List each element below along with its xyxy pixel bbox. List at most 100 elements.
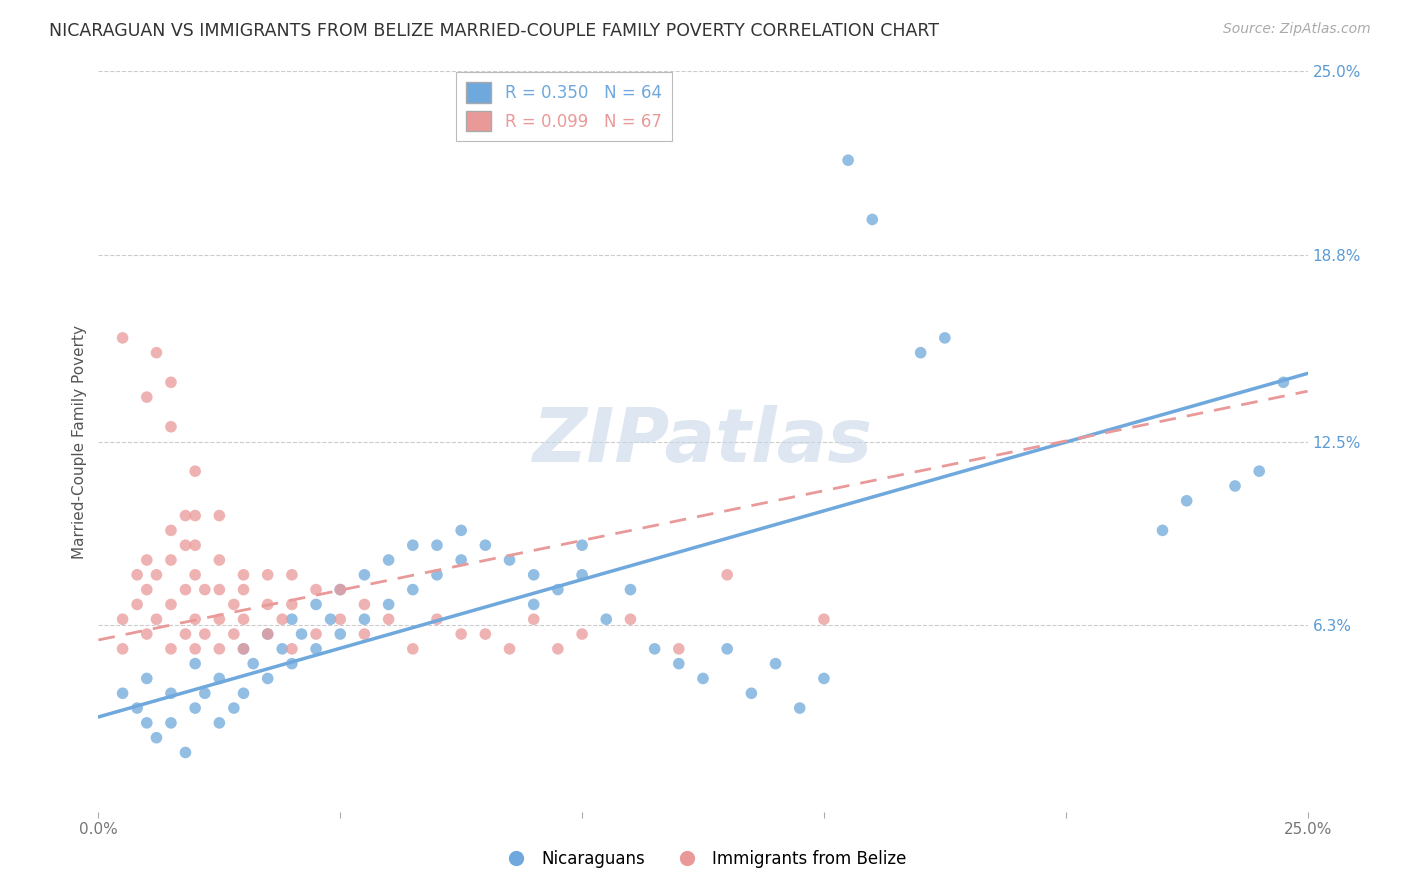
- Point: [281, 567, 304, 582]
- Point: [232, 641, 254, 656]
- Point: [377, 612, 399, 626]
- Point: [813, 612, 835, 626]
- Point: [111, 612, 134, 626]
- Point: [160, 715, 183, 730]
- Point: [184, 538, 207, 552]
- Point: [145, 731, 167, 745]
- Point: [305, 582, 328, 597]
- Point: [127, 701, 149, 715]
- Point: [281, 612, 304, 626]
- Point: [184, 567, 207, 582]
- Point: [595, 612, 617, 626]
- Point: [692, 672, 714, 686]
- Point: [184, 701, 207, 715]
- Legend: Nicaraguans, Immigrants from Belize: Nicaraguans, Immigrants from Belize: [494, 844, 912, 875]
- Point: [281, 598, 304, 612]
- Point: [111, 641, 134, 656]
- Point: [174, 538, 197, 552]
- Point: [184, 464, 207, 478]
- Point: [837, 153, 859, 168]
- Point: [281, 641, 304, 656]
- Point: [256, 627, 278, 641]
- Point: [498, 641, 520, 656]
- Point: [160, 686, 183, 700]
- Point: [305, 627, 328, 641]
- Point: [353, 627, 375, 641]
- Point: [111, 331, 134, 345]
- Point: [271, 612, 294, 626]
- Point: [547, 641, 569, 656]
- Point: [402, 641, 425, 656]
- Point: [498, 553, 520, 567]
- Point: [135, 553, 157, 567]
- Text: Source: ZipAtlas.com: Source: ZipAtlas.com: [1223, 22, 1371, 37]
- Point: [135, 627, 157, 641]
- Point: [329, 582, 352, 597]
- Point: [1152, 524, 1174, 538]
- Point: [271, 641, 294, 656]
- Point: [450, 627, 472, 641]
- Point: [523, 598, 546, 612]
- Point: [716, 567, 738, 582]
- Point: [740, 686, 762, 700]
- Point: [426, 567, 449, 582]
- Point: [668, 657, 690, 671]
- Point: [194, 686, 217, 700]
- Y-axis label: Married-Couple Family Poverty: Married-Couple Family Poverty: [72, 325, 87, 558]
- Point: [765, 657, 787, 671]
- Point: [426, 612, 449, 626]
- Point: [523, 567, 546, 582]
- Point: [135, 715, 157, 730]
- Point: [160, 598, 183, 612]
- Point: [402, 538, 425, 552]
- Point: [329, 582, 352, 597]
- Point: [232, 612, 254, 626]
- Point: [232, 567, 254, 582]
- Point: [571, 627, 593, 641]
- Point: [208, 582, 231, 597]
- Point: [208, 641, 231, 656]
- Point: [174, 508, 197, 523]
- Point: [329, 627, 352, 641]
- Point: [571, 567, 593, 582]
- Point: [523, 612, 546, 626]
- Point: [160, 524, 183, 538]
- Point: [290, 627, 312, 641]
- Point: [789, 701, 811, 715]
- Point: [184, 508, 207, 523]
- Point: [910, 345, 932, 359]
- Point: [256, 567, 278, 582]
- Point: [571, 538, 593, 552]
- Point: [1249, 464, 1271, 478]
- Point: [232, 686, 254, 700]
- Point: [242, 657, 264, 671]
- Point: [619, 582, 641, 597]
- Point: [353, 598, 375, 612]
- Point: [174, 627, 197, 641]
- Point: [426, 538, 449, 552]
- Point: [716, 641, 738, 656]
- Point: [256, 598, 278, 612]
- Point: [232, 641, 254, 656]
- Point: [208, 553, 231, 567]
- Point: [402, 582, 425, 597]
- Point: [644, 641, 666, 656]
- Point: [174, 746, 197, 760]
- Point: [174, 582, 197, 597]
- Text: ZIPatlas: ZIPatlas: [533, 405, 873, 478]
- Point: [160, 376, 183, 390]
- Point: [194, 627, 217, 641]
- Point: [184, 612, 207, 626]
- Point: [474, 538, 496, 552]
- Point: [329, 612, 352, 626]
- Point: [145, 612, 167, 626]
- Point: [127, 567, 149, 582]
- Point: [135, 582, 157, 597]
- Point: [934, 331, 956, 345]
- Point: [135, 672, 157, 686]
- Point: [145, 345, 167, 359]
- Point: [160, 419, 183, 434]
- Point: [353, 612, 375, 626]
- Point: [1175, 493, 1198, 508]
- Point: [450, 553, 472, 567]
